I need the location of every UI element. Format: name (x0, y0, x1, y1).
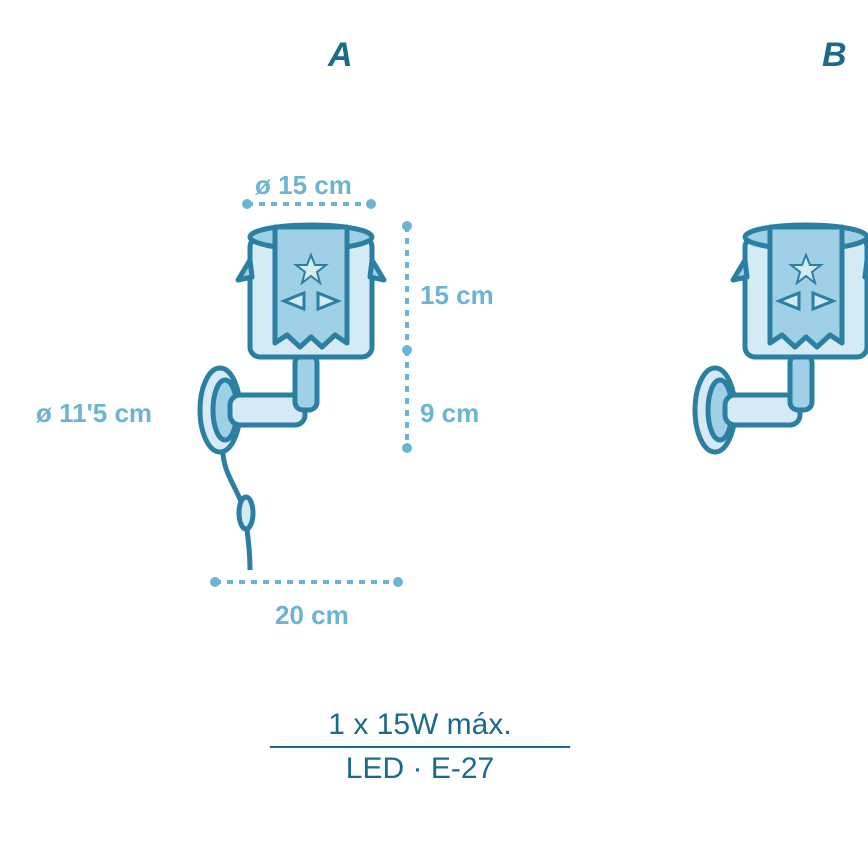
diagram-canvas: { "colors": { "dark_teal": "#1a6a8a", "l… (0, 0, 868, 868)
dim-guides-svg (0, 0, 868, 868)
